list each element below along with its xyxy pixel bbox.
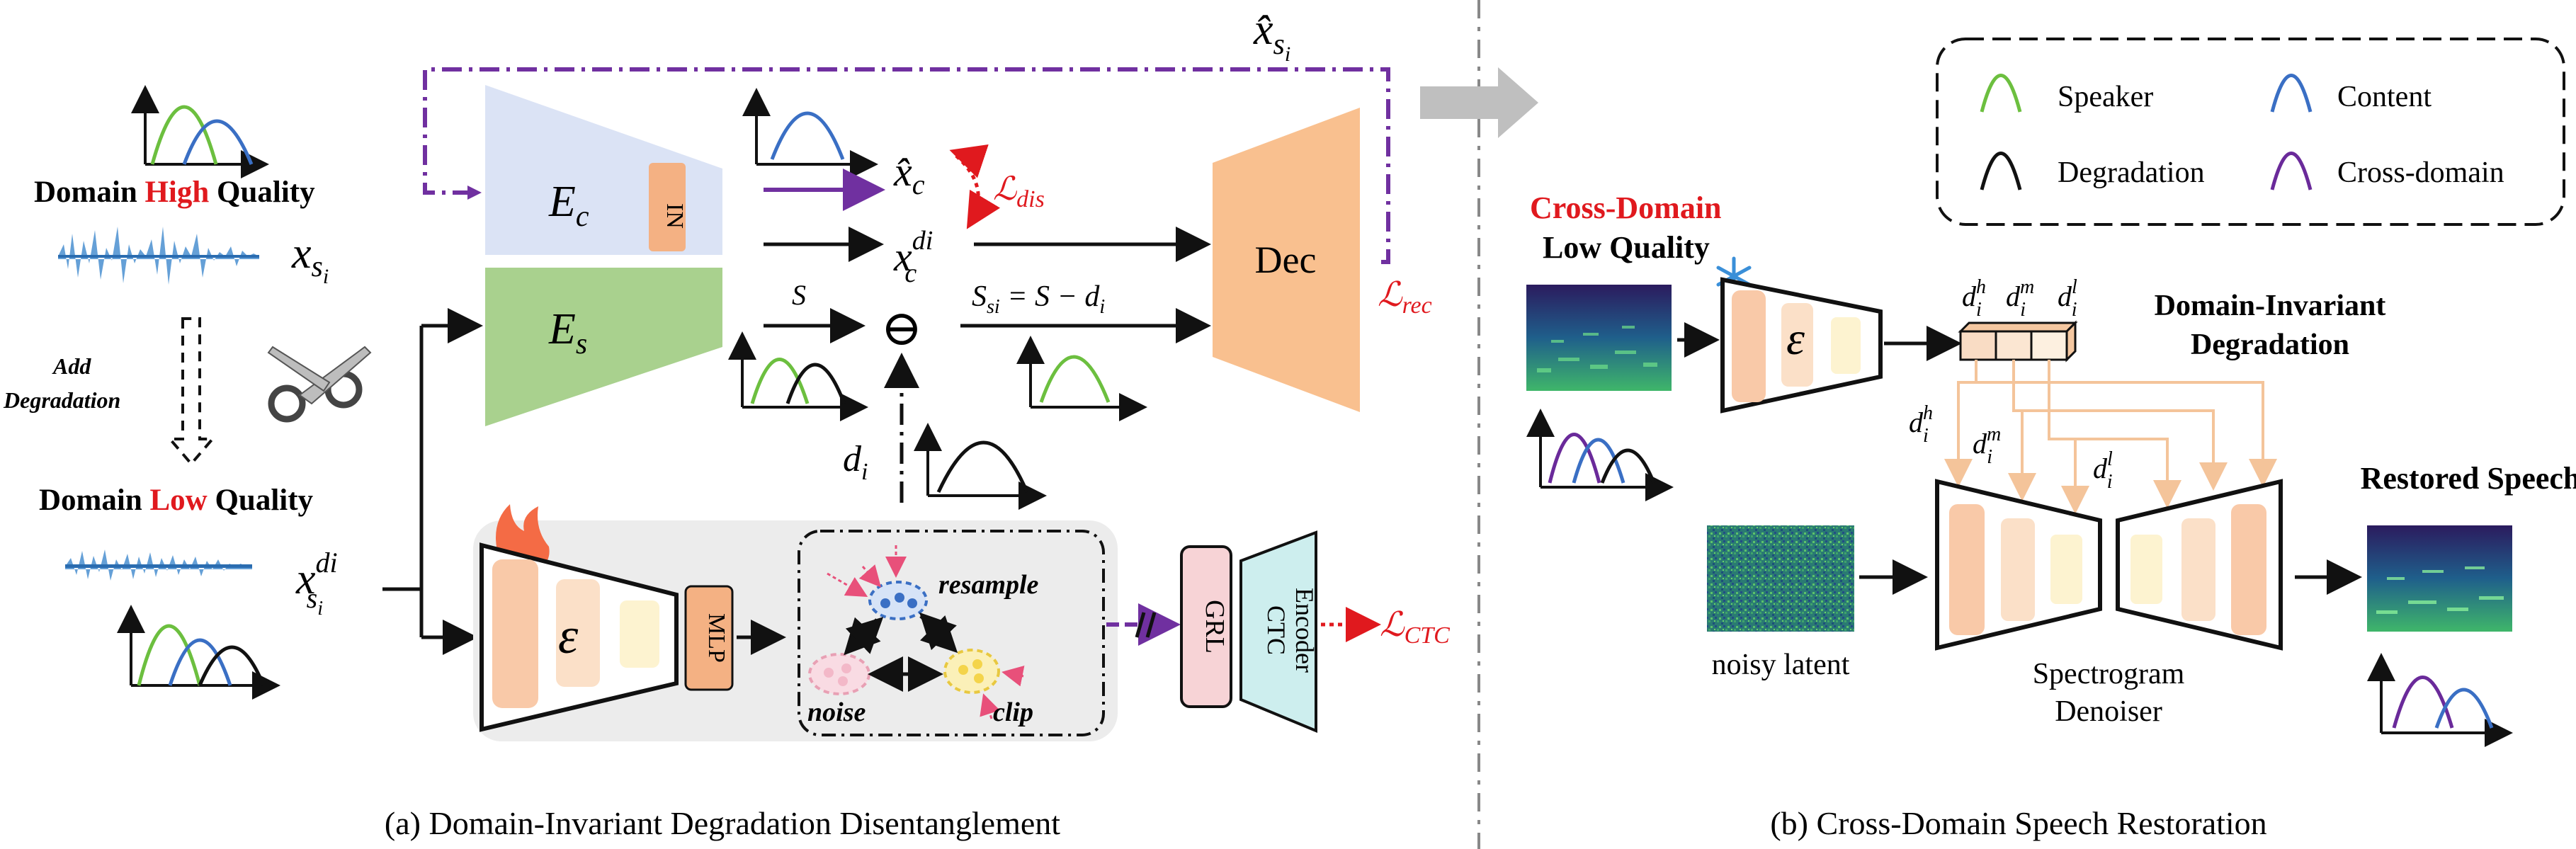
low-quality-spectrum-icon [117, 605, 280, 700]
reconstruction-loop [423, 67, 1390, 264]
low-quality-right-label: Low Quality [1543, 230, 1710, 265]
domain-invariant-label-1: Domain-Invariant [2155, 290, 2386, 322]
dm-top-label: dm i [2006, 276, 2034, 321]
degradation-encoder: ε [480, 542, 679, 732]
grl-block: GRL [1180, 545, 1232, 708]
di-label: di [843, 439, 868, 485]
high-quality-waveform [58, 227, 259, 285]
dm-side-label: dm i [1973, 423, 2001, 468]
legend-content-label: Content [2337, 81, 2432, 113]
mlp-block: MLP [684, 585, 734, 691]
restored-spectrum-icon [2367, 653, 2513, 747]
l-dis-arrow-back [949, 144, 989, 178]
cross-domain-spectrum-icon [1526, 409, 1674, 501]
dl-top-label: dl i [2058, 276, 2077, 321]
degradation-spectrum-icon [914, 423, 1047, 510]
frozen-degradation-encoder: ε [1720, 277, 1883, 414]
svg-text:Es: Es [548, 305, 587, 360]
high-quality-spectrum-icon [131, 85, 269, 178]
s-equation: Ssi = S − di [972, 280, 1105, 318]
add-degradation-label-2: Degradation [3, 387, 120, 413]
legend-cross-domain-label: Cross-domain [2337, 156, 2504, 189]
reconstruction-loop-arrowhead [467, 186, 482, 200]
input-spectrogram [1526, 285, 1672, 391]
low-quality-waveform [65, 549, 252, 581]
legend-degradation-label: Degradation [2058, 156, 2205, 189]
noisy-latent-image [1707, 525, 1854, 632]
domain-invariant-label-2: Degradation [2191, 329, 2349, 361]
dh-side-label: dh i [1909, 402, 1933, 447]
x-si-label: xsi [291, 229, 329, 288]
l-dis-label: ℒdis [993, 171, 1045, 212]
xhat-si-top: x̂si [1253, 6, 1290, 66]
clip-label: clip [993, 697, 1033, 727]
l-dis-arrow [955, 154, 1001, 229]
conditioning-lines [1944, 360, 2277, 514]
legend-box [1936, 38, 2565, 226]
cross-domain-label: Cross-Domain [1530, 190, 1722, 225]
legend-speaker-label: Speaker [2058, 81, 2153, 113]
svg-text:Dec: Dec [1255, 239, 1317, 281]
clip-node [943, 649, 1025, 719]
l-rec-label: ℒrec [1378, 276, 1432, 319]
augmentation-arrows [844, 612, 958, 692]
denoiser-label-2: Denoiser [2055, 695, 2162, 728]
restored-speech-label: Restored Speech [2361, 461, 2576, 496]
dl-side-label: dl i [2093, 448, 2113, 493]
resample-node [827, 545, 928, 620]
noisy-latent-label: noisy latent [1712, 649, 1850, 681]
legend-speaker-icon [1980, 74, 2022, 113]
noise-node [808, 653, 870, 695]
content-encoder: Ec IN [485, 85, 722, 255]
svg-text:ε: ε [1786, 313, 1805, 365]
in-label: IN [662, 203, 688, 229]
add-degradation-arrow [166, 317, 216, 467]
subtract-node: ⊖ [881, 302, 923, 356]
low-quality-label: Domain Low Quality [39, 484, 314, 517]
svg-text:ε: ε [558, 608, 579, 664]
add-degradation-label-1: Add [52, 353, 91, 379]
input-branch-lines [382, 308, 483, 655]
ctc-encoder: CTC Encoder [1239, 530, 1319, 733]
noise-label: noise [807, 697, 866, 727]
spectrogram-denoiser [1935, 479, 2283, 651]
x-di-label: xdi si [295, 547, 338, 620]
gradient-break-marks [1135, 612, 1157, 638]
svg-text:Encoder: Encoder [1290, 588, 1319, 673]
xc-di-label: xdi c [893, 226, 933, 288]
restored-spectrogram [2367, 525, 2512, 632]
svg-text:Ec: Ec [548, 178, 589, 233]
augmentation-box [798, 530, 1105, 736]
legend-content-icon [2270, 74, 2313, 113]
speaker-encoder: Es [485, 268, 722, 426]
svg-text:MLP: MLP [703, 613, 730, 663]
speaker-only-icon [1016, 336, 1147, 421]
scissors-icon [267, 346, 372, 423]
legend-degradation-icon [1980, 152, 2022, 190]
decoder: Dec [1213, 108, 1360, 412]
dh-top-label: dh i [1962, 276, 1986, 321]
l-ctc-label: ℒCTC [1380, 606, 1450, 649]
s-si-di-label: S [792, 279, 806, 311]
svg-text:CTC: CTC [1262, 605, 1290, 655]
degradation-vector [1958, 320, 2078, 363]
content-spectrum-icon [742, 88, 878, 178]
xc-hat-label: x̂c [893, 149, 925, 200]
caption-a: (a) Domain-Invariant Degradation Disenta… [385, 805, 1060, 841]
resample-label: resample [938, 570, 1039, 600]
caption-b: (b) Cross-Domain Speech Restoration [1770, 805, 2266, 841]
s-spectrum-icon [728, 331, 868, 421]
transition-arrow [1420, 67, 1538, 138]
svg-text:GRL: GRL [1200, 600, 1230, 654]
denoiser-label-1: Spectrogram [2033, 658, 2185, 690]
high-quality-label: Domain High Quality [34, 176, 315, 209]
legend-cross-domain-icon [2270, 152, 2313, 190]
